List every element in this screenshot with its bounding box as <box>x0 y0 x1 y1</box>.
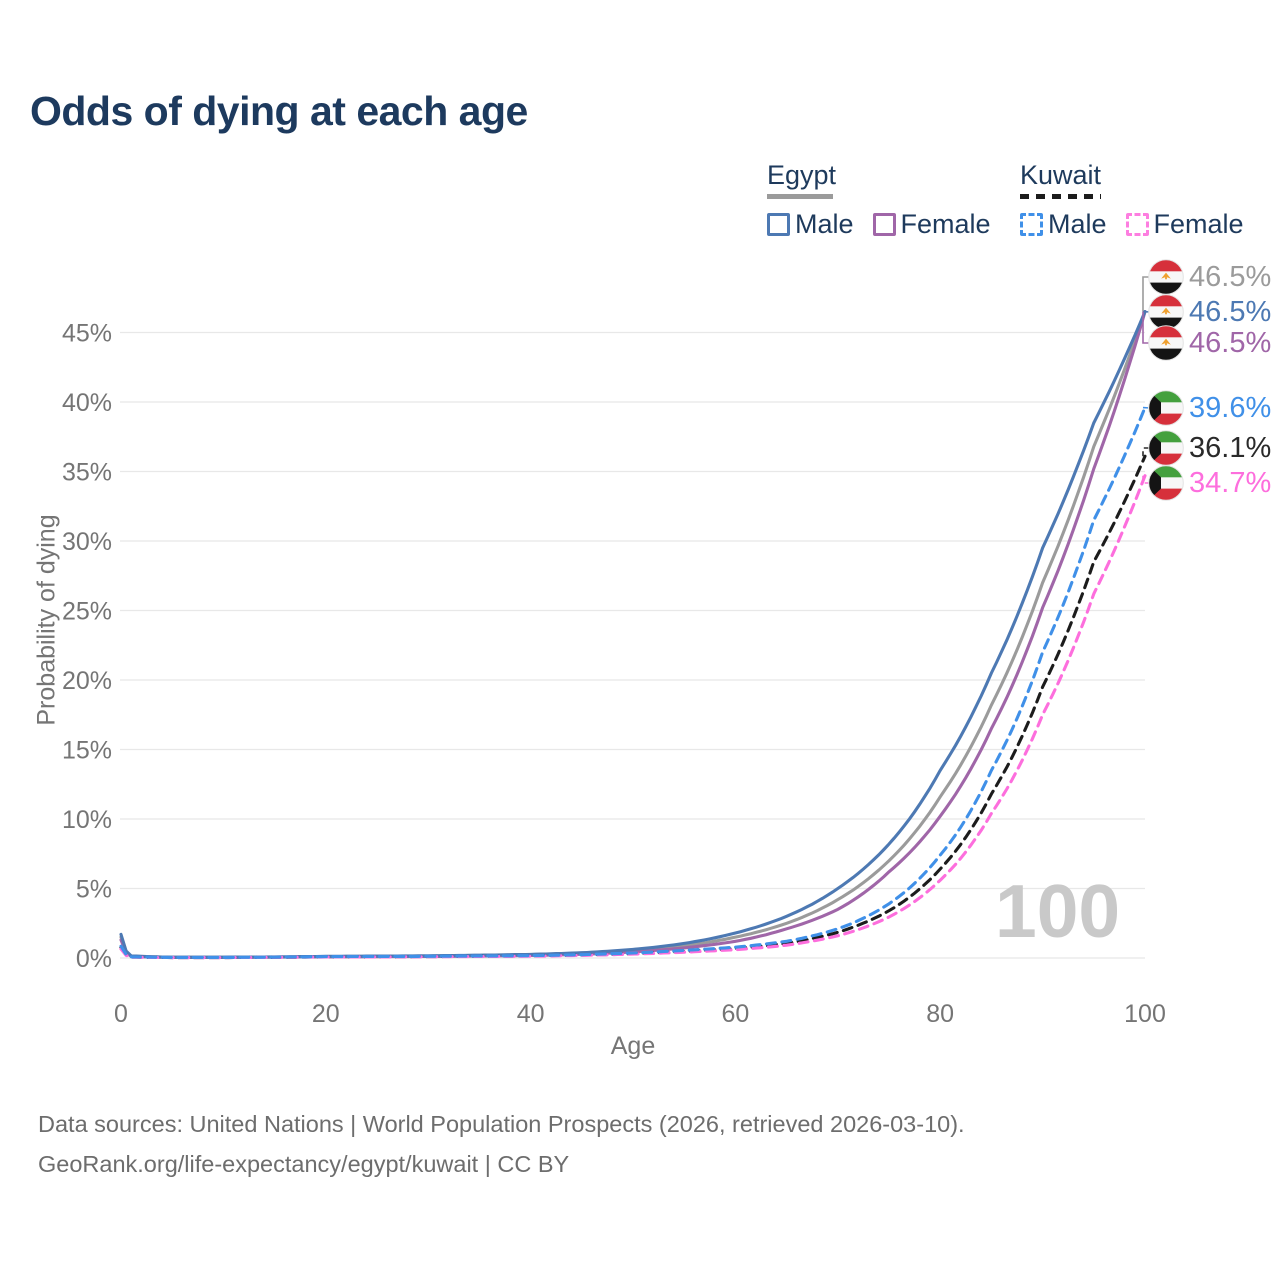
checkbox-kuwait-female-icon[interactable] <box>1125 213 1149 236</box>
legend-country-kuwait: Kuwait <box>1020 160 1102 190</box>
end-label-connector <box>1142 447 1150 457</box>
footer-data-sources: Data sources: United Nations | World Pop… <box>38 1111 965 1137</box>
end-label-value: 36.1% <box>1189 431 1272 464</box>
end-label-connector <box>1142 276 1150 312</box>
legend-group-egypt: Egypt Male Female <box>767 160 991 240</box>
end-label-connector <box>1142 311 1150 344</box>
series-line-kuwait-female <box>119 474 1147 960</box>
checkbox-egypt-male-icon[interactable] <box>767 213 790 236</box>
kuwait-flag-icon <box>1148 465 1184 501</box>
x-tick-label: 100 <box>1124 1000 1166 1028</box>
series-line-egypt-female <box>119 310 1147 959</box>
y-axis-title: Probability of dying <box>32 514 61 726</box>
end-label-value: 46.5% <box>1189 326 1272 359</box>
footer-attribution: Data sources: United Nations | World Pop… <box>38 1104 965 1184</box>
kuwait-flag-icon <box>1148 430 1184 466</box>
x-tick-label: 60 <box>721 1000 749 1028</box>
legend-label-kuwait-female[interactable]: Female <box>1153 209 1244 239</box>
end-label-egypt-both: 46.5% <box>1148 259 1271 295</box>
y-tick-label: 40% <box>62 389 112 417</box>
end-label-value: 46.5% <box>1189 295 1272 328</box>
end-label-egypt-female: 46.5% <box>1148 325 1271 361</box>
legend-label-kuwait-male[interactable]: Male <box>1048 209 1107 239</box>
x-tick-label: 0 <box>114 1000 128 1028</box>
x-axis-title: Age <box>610 1032 656 1060</box>
kuwait-flag-icon <box>1148 390 1184 426</box>
end-label-value: 46.5% <box>1189 260 1272 293</box>
egypt-flag-icon <box>1148 259 1184 295</box>
y-tick-label: 20% <box>62 667 112 695</box>
y-tick-label: 45% <box>62 320 112 348</box>
y-tick-label: 0% <box>76 945 112 973</box>
x-tick-label: 80 <box>926 1000 954 1028</box>
y-tick-label: 10% <box>62 806 112 834</box>
legend-label-egypt-female[interactable]: Female <box>900 209 991 239</box>
x-tick-label: 20 <box>312 1000 340 1028</box>
end-label-connector <box>1142 475 1150 484</box>
y-tick-label: 35% <box>62 459 112 487</box>
legend-item-egypt-male[interactable]: Male <box>767 209 854 240</box>
end-label-egypt-male: 46.5% <box>1148 294 1271 330</box>
footer-license: GeoRank.org/life-expectancy/egypt/kuwait… <box>38 1151 570 1177</box>
series-line-kuwait-male <box>119 406 1147 959</box>
series-line-egypt-both-sexes <box>119 310 1147 959</box>
end-label-value: 34.7% <box>1189 466 1272 499</box>
y-tick-label: 15% <box>62 737 112 765</box>
x-tick-label: 40 <box>517 1000 545 1028</box>
end-label-kuwait-female: 34.7% <box>1148 465 1271 501</box>
legend-item-kuwait-male[interactable]: Male <box>1020 209 1107 240</box>
legend-underline-kuwait <box>1020 194 1101 199</box>
checkbox-egypt-female-icon[interactable] <box>872 213 896 236</box>
end-label-kuwait-both: 36.1% <box>1148 430 1271 466</box>
legend-item-egypt-female[interactable]: Female <box>872 209 991 240</box>
y-tick-label: 30% <box>62 528 112 556</box>
end-label-value: 39.6% <box>1189 391 1272 424</box>
legend-item-kuwait-female[interactable]: Female <box>1125 209 1244 240</box>
end-label-kuwait-male: 39.6% <box>1148 390 1271 426</box>
legend-group-kuwait: Kuwait Male Female <box>1020 160 1244 240</box>
checkbox-kuwait-male-icon[interactable] <box>1020 213 1043 236</box>
legend-underline-egypt <box>767 194 833 199</box>
y-tick-label: 5% <box>76 876 112 904</box>
legend-country-egypt: Egypt <box>767 160 837 190</box>
egypt-flag-icon <box>1148 325 1184 361</box>
page-title: Odds of dying at each age <box>30 88 528 134</box>
legend-label-egypt-male[interactable]: Male <box>795 209 854 239</box>
y-tick-label: 25% <box>62 598 112 626</box>
age-watermark: 100 <box>995 869 1121 953</box>
series-line-egypt-male <box>119 310 1147 959</box>
